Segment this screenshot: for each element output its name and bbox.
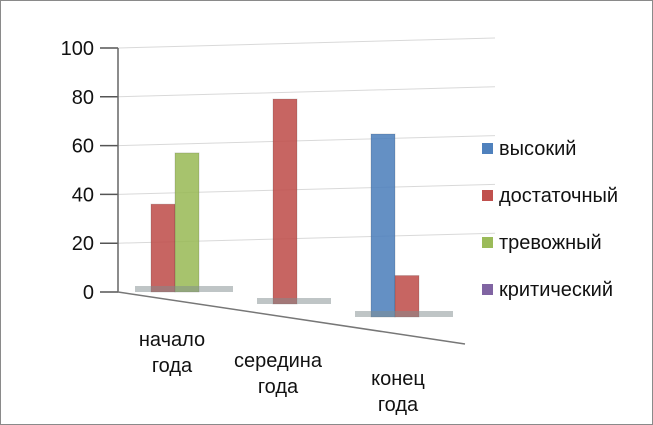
- legend-label: высокий: [499, 138, 576, 160]
- legend-swatch-критический: [482, 284, 493, 295]
- legend-swatch-достаточный: [482, 190, 493, 201]
- x-axis: [117, 291, 466, 345]
- category-label: середина: [234, 350, 323, 372]
- y-tick-label: 100: [61, 38, 94, 60]
- legend-label: достаточный: [499, 185, 618, 207]
- y-tick-label: 20: [72, 233, 94, 255]
- y-tick-label: 60: [72, 136, 94, 158]
- gridline-60: [117, 135, 496, 147]
- y-tick-labels: 0 20 40 60 80 100: [61, 38, 94, 304]
- bar-floor-2: [355, 311, 453, 317]
- bar-floor-1: [257, 298, 331, 304]
- category-label: начало: [139, 329, 205, 351]
- bar-тревожный-0: [174, 152, 200, 293]
- y-tick-label: 40: [72, 184, 94, 206]
- bar-высокий-2: [370, 133, 396, 318]
- y-tick-label: 80: [72, 87, 94, 109]
- bar-floor-0: [135, 286, 233, 292]
- bars: [135, 98, 453, 318]
- legend-swatch-высокий: [482, 143, 493, 154]
- gridline-80: [117, 86, 496, 98]
- gridline-100: [117, 37, 496, 49]
- bar-достаточный-1: [272, 98, 298, 305]
- bar-достаточный-2: [394, 275, 420, 318]
- category-label: года: [258, 376, 299, 398]
- legend: высокий достаточный тревожный критический: [482, 138, 618, 301]
- axes: [100, 47, 466, 345]
- category-labels: начало года середина года конец года: [139, 329, 425, 416]
- legend-swatch-тревожный: [482, 237, 493, 248]
- category-label: года: [378, 394, 419, 416]
- bar-достаточный-0: [150, 203, 176, 293]
- category-label: конец: [371, 368, 425, 390]
- legend-label: критический: [499, 279, 613, 301]
- category-label: года: [152, 355, 193, 377]
- y-tick-label: 0: [83, 282, 94, 304]
- legend-label: тревожный: [499, 232, 602, 254]
